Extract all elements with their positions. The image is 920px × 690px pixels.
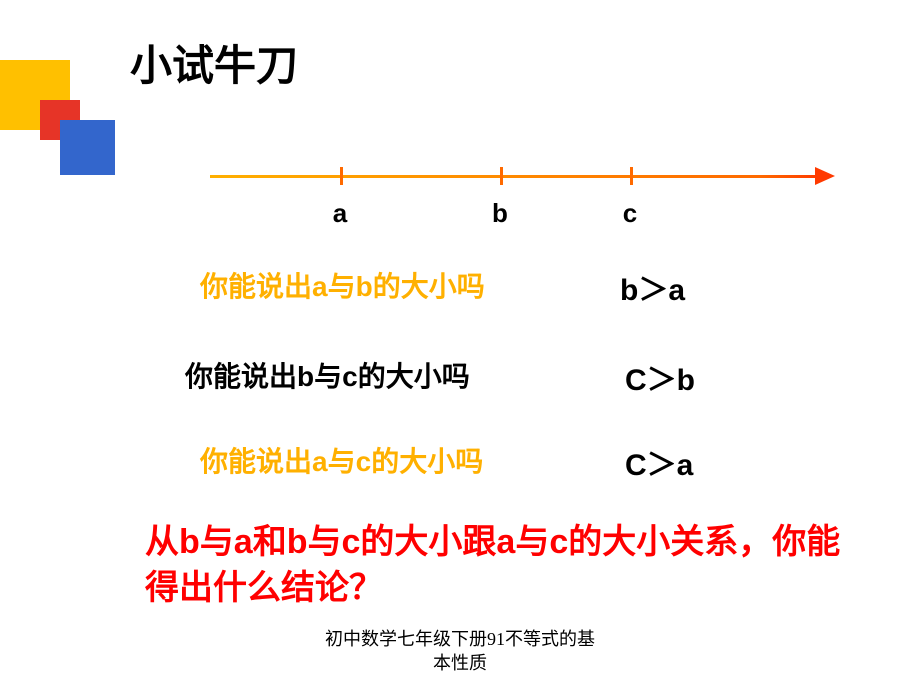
conclusion-text: 从b与a和b与c的大小跟a与c的大小关系，你能得出什么结论？: [145, 520, 845, 612]
question-text: 你能说出a与b的大小吗: [200, 265, 485, 305]
answer-text: b＞a: [620, 265, 685, 309]
slide-title: 小试牛刀: [130, 32, 298, 93]
tick-mark: [630, 167, 633, 185]
corner-decoration: [0, 60, 115, 175]
deco-square-blue: [60, 120, 115, 175]
question-text: 你能说出a与c的大小吗: [200, 440, 483, 480]
tick-label: b: [492, 198, 508, 229]
number-line: abc: [210, 165, 840, 195]
question-text: 你能说出b与c的大小吗: [185, 355, 470, 395]
arrow-head-icon: [815, 167, 835, 185]
answer-text: C＞a: [625, 440, 693, 484]
footer-text: 初中数学七年级下册91不等式的基 本性质: [0, 628, 920, 675]
tick-mark: [340, 167, 343, 185]
answer-text: C＞b: [625, 355, 695, 399]
tick-label: c: [623, 198, 637, 229]
tick-mark: [500, 167, 503, 185]
axis-line: [210, 175, 820, 178]
tick-label: a: [333, 198, 347, 229]
